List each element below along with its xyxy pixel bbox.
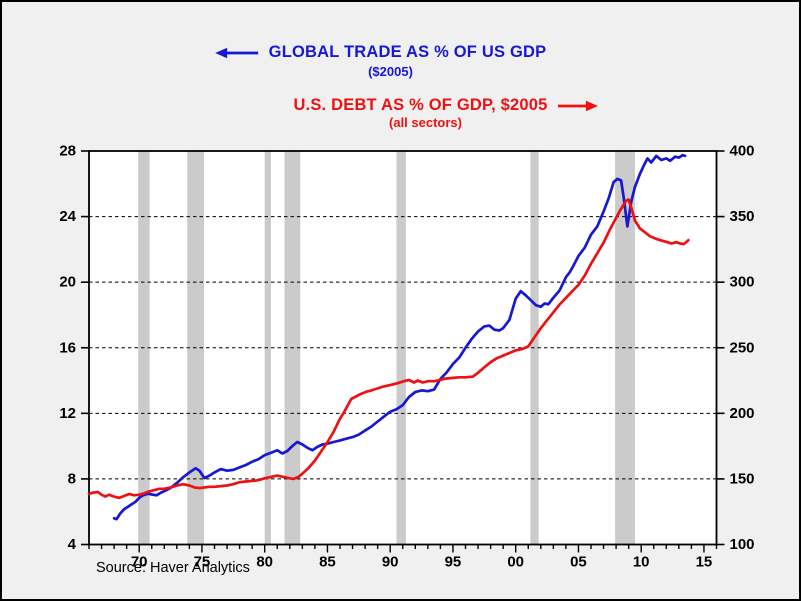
series-us_debt_pct_gdp [87,198,690,500]
y-right-tick-label: 250 [730,339,755,356]
y-right-tick-label: 100 [730,536,755,553]
y-left-tick-label: 4 [68,536,77,553]
recession-band [530,151,539,545]
y-left-tick-label: 16 [59,339,76,356]
x-tick-label: 00 [507,554,524,571]
x-tick-label: 05 [570,554,587,571]
legend-global-trade: GLOBAL TRADE AS % OF US GDP [214,43,547,62]
y-left-tick-label: 28 [59,143,76,160]
y-right-tick-label: 400 [730,143,755,160]
y-right-tick-label: 350 [730,208,755,225]
legend-us-debt: U.S. DEBT AS % OF GDP, $2005 [293,96,598,115]
source-note: Source: Haver Analytics [96,560,250,576]
x-tick-label: 85 [319,554,336,571]
x-tick-label: 75 [194,554,211,571]
legend-us-debt-sublabel: (all sectors) [389,115,462,130]
right-arrow-icon [557,100,598,111]
series-global_trade_pct_us_gdp [112,153,687,521]
y-right-tick-label: 300 [730,274,755,291]
legend-global-trade-sublabel: ($2005) [368,64,413,79]
y-right-tick-label: 200 [730,405,755,422]
legend-global-trade-label: GLOBAL TRADE AS % OF US GDP [268,43,547,61]
y-left-tick-label: 12 [59,405,76,422]
legend-us-debt-label: U.S. DEBT AS % OF GDP, $2005 [293,96,548,114]
x-tick-label: 80 [256,554,273,571]
x-tick-label: 15 [696,554,713,571]
x-tick-label: 70 [131,554,148,571]
y-left-tick-label: 24 [59,208,76,225]
x-tick-label: 10 [633,554,650,571]
y-right-tick-label: 150 [730,470,755,487]
y-left-tick-label: 8 [68,470,76,487]
left-arrow-icon [214,47,258,58]
x-tick-label: 90 [382,554,399,571]
x-tick-label: 95 [445,554,462,571]
y-left-tick-label: 20 [59,274,76,291]
